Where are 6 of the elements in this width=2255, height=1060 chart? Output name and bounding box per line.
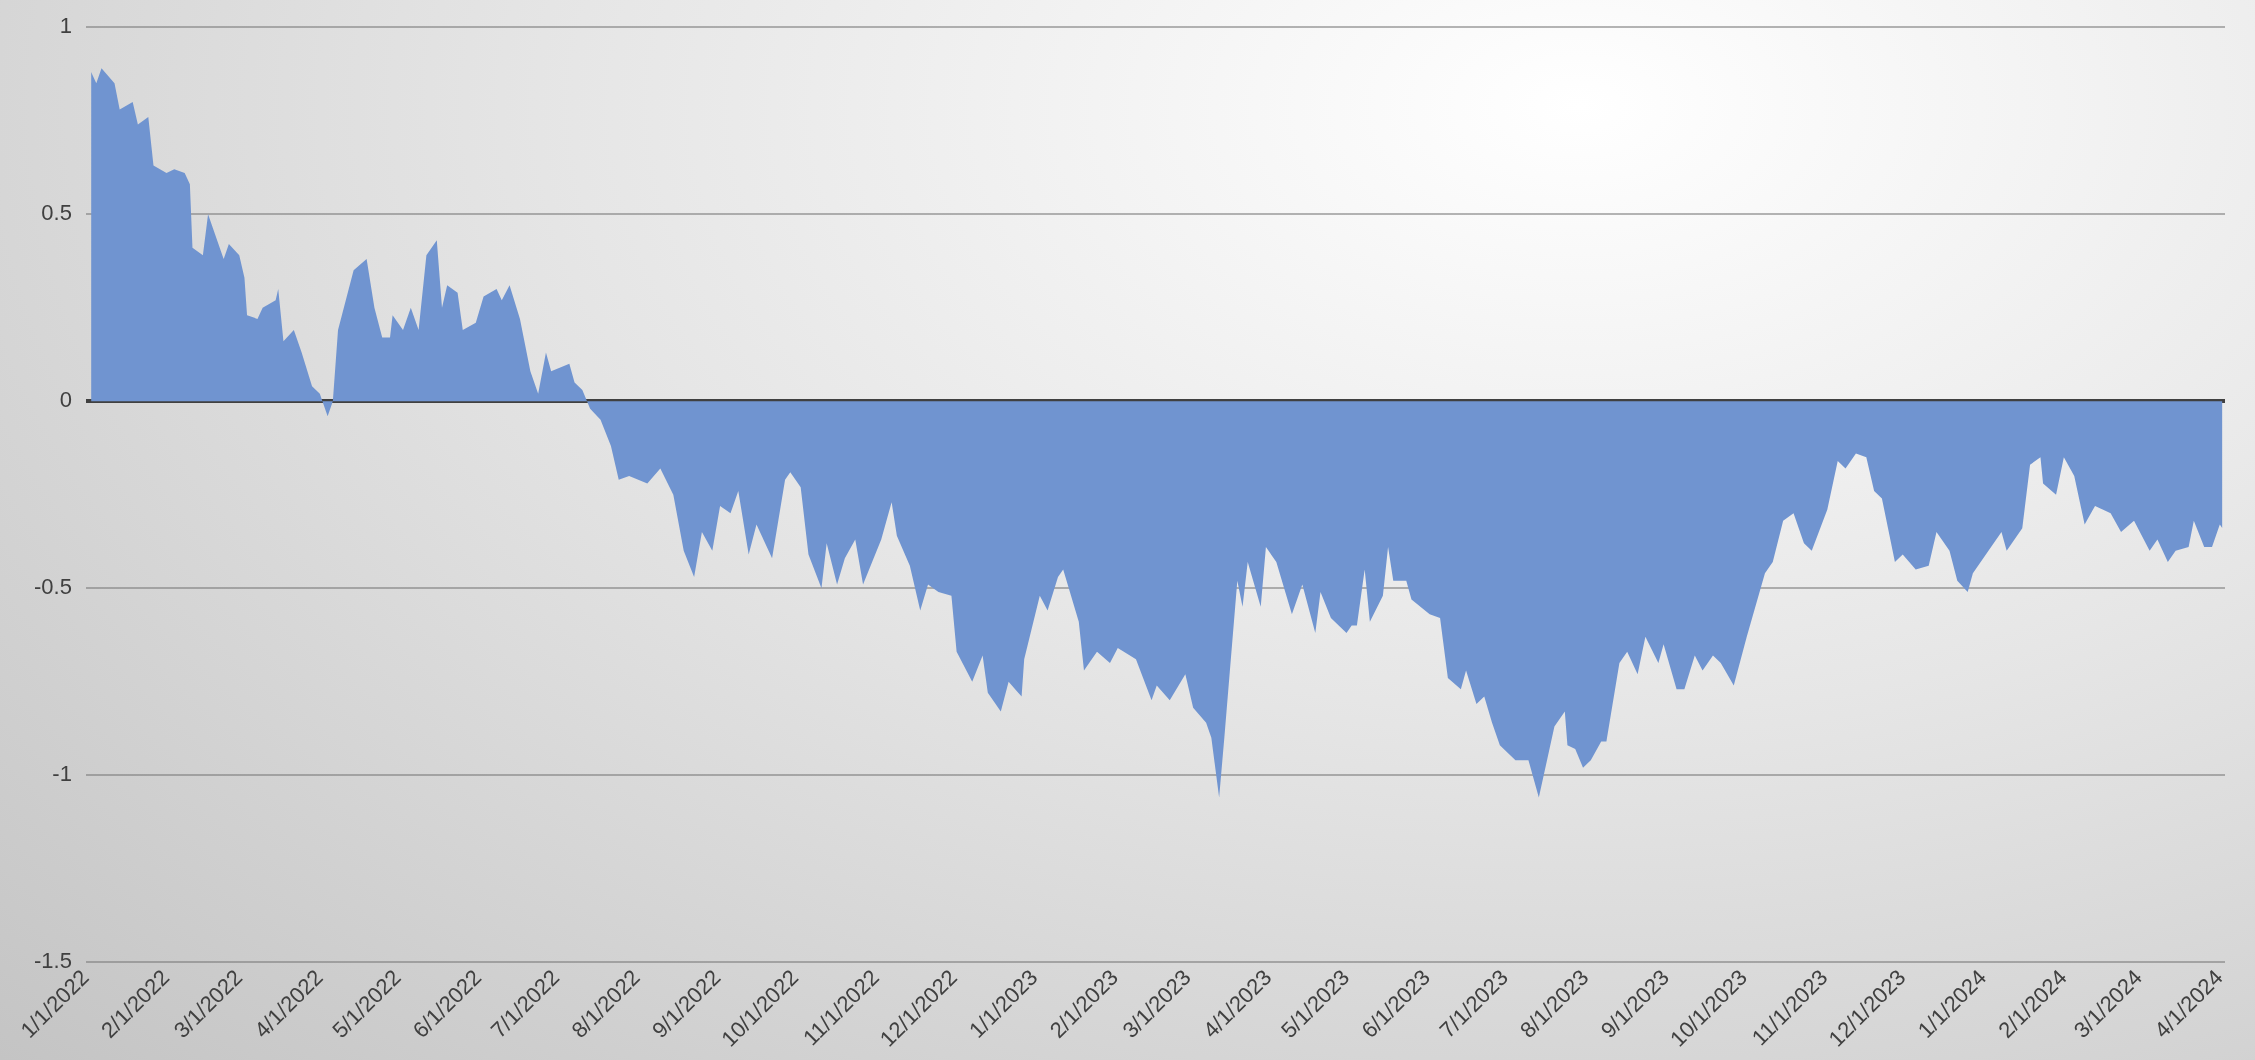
y-tick-label: 0	[59, 387, 72, 413]
y-tick-label: -1	[52, 761, 72, 787]
y-tick-label: 1	[59, 13, 72, 39]
y-tick-label: 0.5	[41, 200, 72, 226]
y-tick-label: -0.5	[33, 574, 72, 600]
y-tick-label: -1.5	[33, 948, 72, 974]
